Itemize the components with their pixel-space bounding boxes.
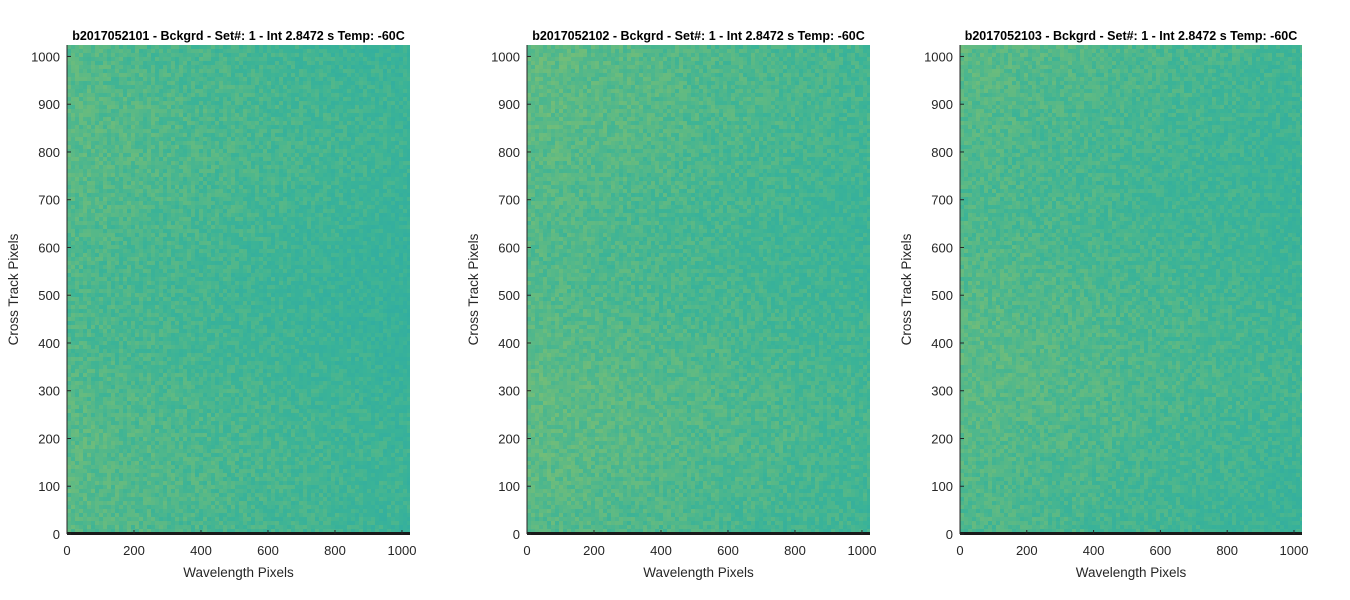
y-tick-label: 700 (498, 193, 520, 208)
x-tick-label: 0 (63, 543, 70, 558)
y-tick-label: 300 (38, 384, 60, 399)
x-tick-label: 400 (1083, 543, 1105, 558)
y-tick-label: 600 (931, 240, 953, 255)
y-tick-label: 100 (498, 479, 520, 494)
heatmap-image (67, 45, 410, 534)
y-tick-label: 500 (498, 288, 520, 303)
y-tick-label: 900 (931, 97, 953, 112)
y-tick-label: 300 (931, 384, 953, 399)
x-tick-label: 1000 (388, 543, 417, 558)
y-tick-label: 600 (498, 240, 520, 255)
x-axis-label: Wavelength Pixels (1076, 565, 1187, 580)
y-tick-label: 500 (38, 288, 60, 303)
y-tick-label: 600 (38, 240, 60, 255)
y-tick-label: 800 (38, 145, 60, 160)
y-tick-label: 900 (38, 97, 60, 112)
y-tick-label: 700 (931, 193, 953, 208)
y-axis-label: Cross Track Pixels (6, 233, 21, 345)
baseline-band (67, 532, 410, 535)
chart-title: b2017052101 - Bckgrd - Set#: 1 - Int 2.8… (72, 29, 405, 43)
x-tick-label: 600 (1150, 543, 1172, 558)
y-tick-label: 0 (946, 527, 953, 542)
heatmap-image (527, 45, 870, 534)
y-axis-label: Cross Track Pixels (899, 233, 914, 345)
y-tick-label: 500 (931, 288, 953, 303)
x-tick-label: 1000 (1280, 543, 1309, 558)
y-tick-label: 0 (53, 527, 60, 542)
y-tick-label: 0 (513, 527, 520, 542)
x-tick-label: 800 (784, 543, 806, 558)
y-tick-label: 900 (498, 97, 520, 112)
y-tick-label: 700 (38, 193, 60, 208)
x-tick-label: 1000 (848, 543, 877, 558)
x-tick-label: 800 (324, 543, 346, 558)
chart-title: b2017052103 - Bckgrd - Set#: 1 - Int 2.8… (965, 29, 1298, 43)
x-tick-label: 600 (257, 543, 279, 558)
y-tick-label: 400 (498, 336, 520, 351)
x-tick-label: 200 (583, 543, 605, 558)
y-tick-label: 1000 (31, 49, 60, 64)
y-tick-label: 400 (931, 336, 953, 351)
y-tick-label: 200 (498, 431, 520, 446)
y-tick-label: 800 (931, 145, 953, 160)
y-tick-label: 1000 (491, 49, 520, 64)
x-axis-label: Wavelength Pixels (183, 565, 294, 580)
x-tick-label: 800 (1216, 543, 1238, 558)
y-tick-label: 200 (38, 431, 60, 446)
y-tick-label: 100 (38, 479, 60, 494)
y-tick-label: 800 (498, 145, 520, 160)
x-axis-label: Wavelength Pixels (643, 565, 754, 580)
y-tick-label: 300 (498, 384, 520, 399)
heatmap-image (960, 45, 1302, 534)
y-axis-label: Cross Track Pixels (466, 233, 481, 345)
x-tick-label: 400 (650, 543, 672, 558)
x-tick-label: 0 (956, 543, 963, 558)
x-tick-label: 0 (523, 543, 530, 558)
x-tick-label: 400 (190, 543, 212, 558)
y-tick-label: 100 (931, 479, 953, 494)
y-tick-label: 200 (931, 431, 953, 446)
subplot-2: 0 200 400 600 800 1000 0 100 200 300 400 500 600 700 8… (466, 29, 876, 580)
x-tick-label: 200 (123, 543, 145, 558)
subplot-1: 0 200 400 600 800 1000 0 100 200 300 400 500 600 700 8… (6, 29, 416, 580)
baseline-band (527, 532, 870, 535)
y-tick-label: 1000 (924, 49, 953, 64)
subplot-3: 0 200 400 600 800 1000 0 100 200 300 400 500 600 700 8… (899, 29, 1308, 580)
x-tick-label: 200 (1016, 543, 1038, 558)
chart-title: b2017052102 - Bckgrd - Set#: 1 - Int 2.8… (532, 29, 865, 43)
baseline-band (960, 532, 1302, 535)
x-tick-label: 600 (717, 543, 739, 558)
y-tick-label: 400 (38, 336, 60, 351)
